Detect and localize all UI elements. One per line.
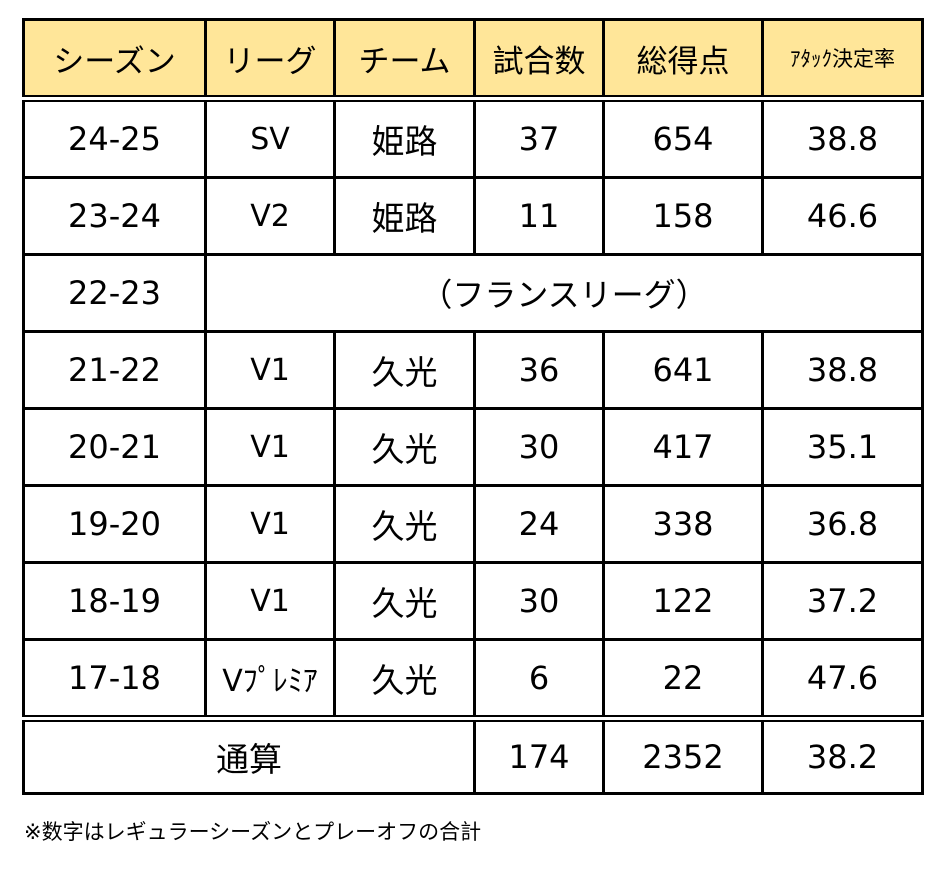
total-attack-rate: 38.2 (761, 717, 924, 795)
table-row: 21-22 V1 久光 36 641 38.8 (22, 330, 924, 410)
points-cell: 654 (602, 97, 764, 179)
table-row: 23-24 V2 姫路 11 158 46.6 (22, 176, 924, 256)
league-cell: SV (204, 97, 336, 179)
header-attack-rate: ｱﾀｯｸ決定率 (761, 18, 924, 100)
header-league: リーグ (204, 18, 336, 100)
games-cell: 30 (473, 561, 605, 641)
career-stats-table: シーズン リーグ チーム 試合数 総得点 ｱﾀｯｸ決定率 24-25 SV 姫路… (22, 18, 924, 795)
table-row: 22-23 （フランスリーグ） (22, 253, 924, 333)
table-row: 19-20 V1 久光 24 338 36.8 (22, 484, 924, 564)
total-points: 2352 (602, 717, 764, 795)
attack-rate-cell: 47.6 (761, 638, 924, 720)
total-label: 通算 (22, 717, 476, 795)
team-cell: 久光 (333, 330, 476, 410)
games-cell: 24 (473, 484, 605, 564)
french-league-note-cell: （フランスリーグ） (204, 253, 924, 333)
team-cell: 姫路 (333, 97, 476, 179)
season-cell: 18-19 (22, 561, 207, 641)
league-cell: V1 (204, 561, 336, 641)
attack-rate-cell: 35.1 (761, 407, 924, 487)
header-season: シーズン (22, 18, 207, 100)
league-cell: V1 (204, 330, 336, 410)
attack-rate-cell: 36.8 (761, 484, 924, 564)
season-cell: 19-20 (22, 484, 207, 564)
league-cell: V1 (204, 484, 336, 564)
season-cell: 20-21 (22, 407, 207, 487)
points-cell: 158 (602, 176, 764, 256)
header-points: 総得点 (602, 18, 764, 100)
points-cell: 417 (602, 407, 764, 487)
table-row: 24-25 SV 姫路 37 654 38.8 (22, 97, 924, 179)
team-cell: 久光 (333, 407, 476, 487)
attack-rate-cell: 38.8 (761, 330, 924, 410)
team-cell: 久光 (333, 484, 476, 564)
season-cell: 22-23 (22, 253, 207, 333)
footnote: ※数字はレギュラーシーズンとプレーオフの合計 (24, 820, 482, 844)
team-cell: 姫路 (333, 176, 476, 256)
points-cell: 122 (602, 561, 764, 641)
season-cell: 24-25 (22, 97, 207, 179)
total-games: 174 (473, 717, 605, 795)
games-cell: 11 (473, 176, 605, 256)
table-row: 20-21 V1 久光 30 417 35.1 (22, 407, 924, 487)
attack-rate-cell: 37.2 (761, 561, 924, 641)
team-cell: 久光 (333, 561, 476, 641)
table-row: 17-18 Vﾌﾟﾚﾐｱ 久光 6 22 47.6 (22, 638, 924, 720)
total-row: 通算 174 2352 38.2 (22, 717, 924, 795)
games-cell: 37 (473, 97, 605, 179)
games-cell: 30 (473, 407, 605, 487)
league-cell: V2 (204, 176, 336, 256)
points-cell: 641 (602, 330, 764, 410)
league-cell: Vﾌﾟﾚﾐｱ (204, 638, 336, 720)
attack-rate-cell: 38.8 (761, 97, 924, 179)
team-cell: 久光 (333, 638, 476, 720)
attack-rate-cell: 46.6 (761, 176, 924, 256)
header-games: 試合数 (473, 18, 605, 100)
games-cell: 6 (473, 638, 605, 720)
season-cell: 17-18 (22, 638, 207, 720)
points-cell: 338 (602, 484, 764, 564)
season-cell: 21-22 (22, 330, 207, 410)
header-row: シーズン リーグ チーム 試合数 総得点 ｱﾀｯｸ決定率 (22, 18, 924, 100)
league-cell: V1 (204, 407, 336, 487)
points-cell: 22 (602, 638, 764, 720)
header-team: チーム (333, 18, 476, 100)
table-row: 18-19 V1 久光 30 122 37.2 (22, 561, 924, 641)
games-cell: 36 (473, 330, 605, 410)
season-cell: 23-24 (22, 176, 207, 256)
